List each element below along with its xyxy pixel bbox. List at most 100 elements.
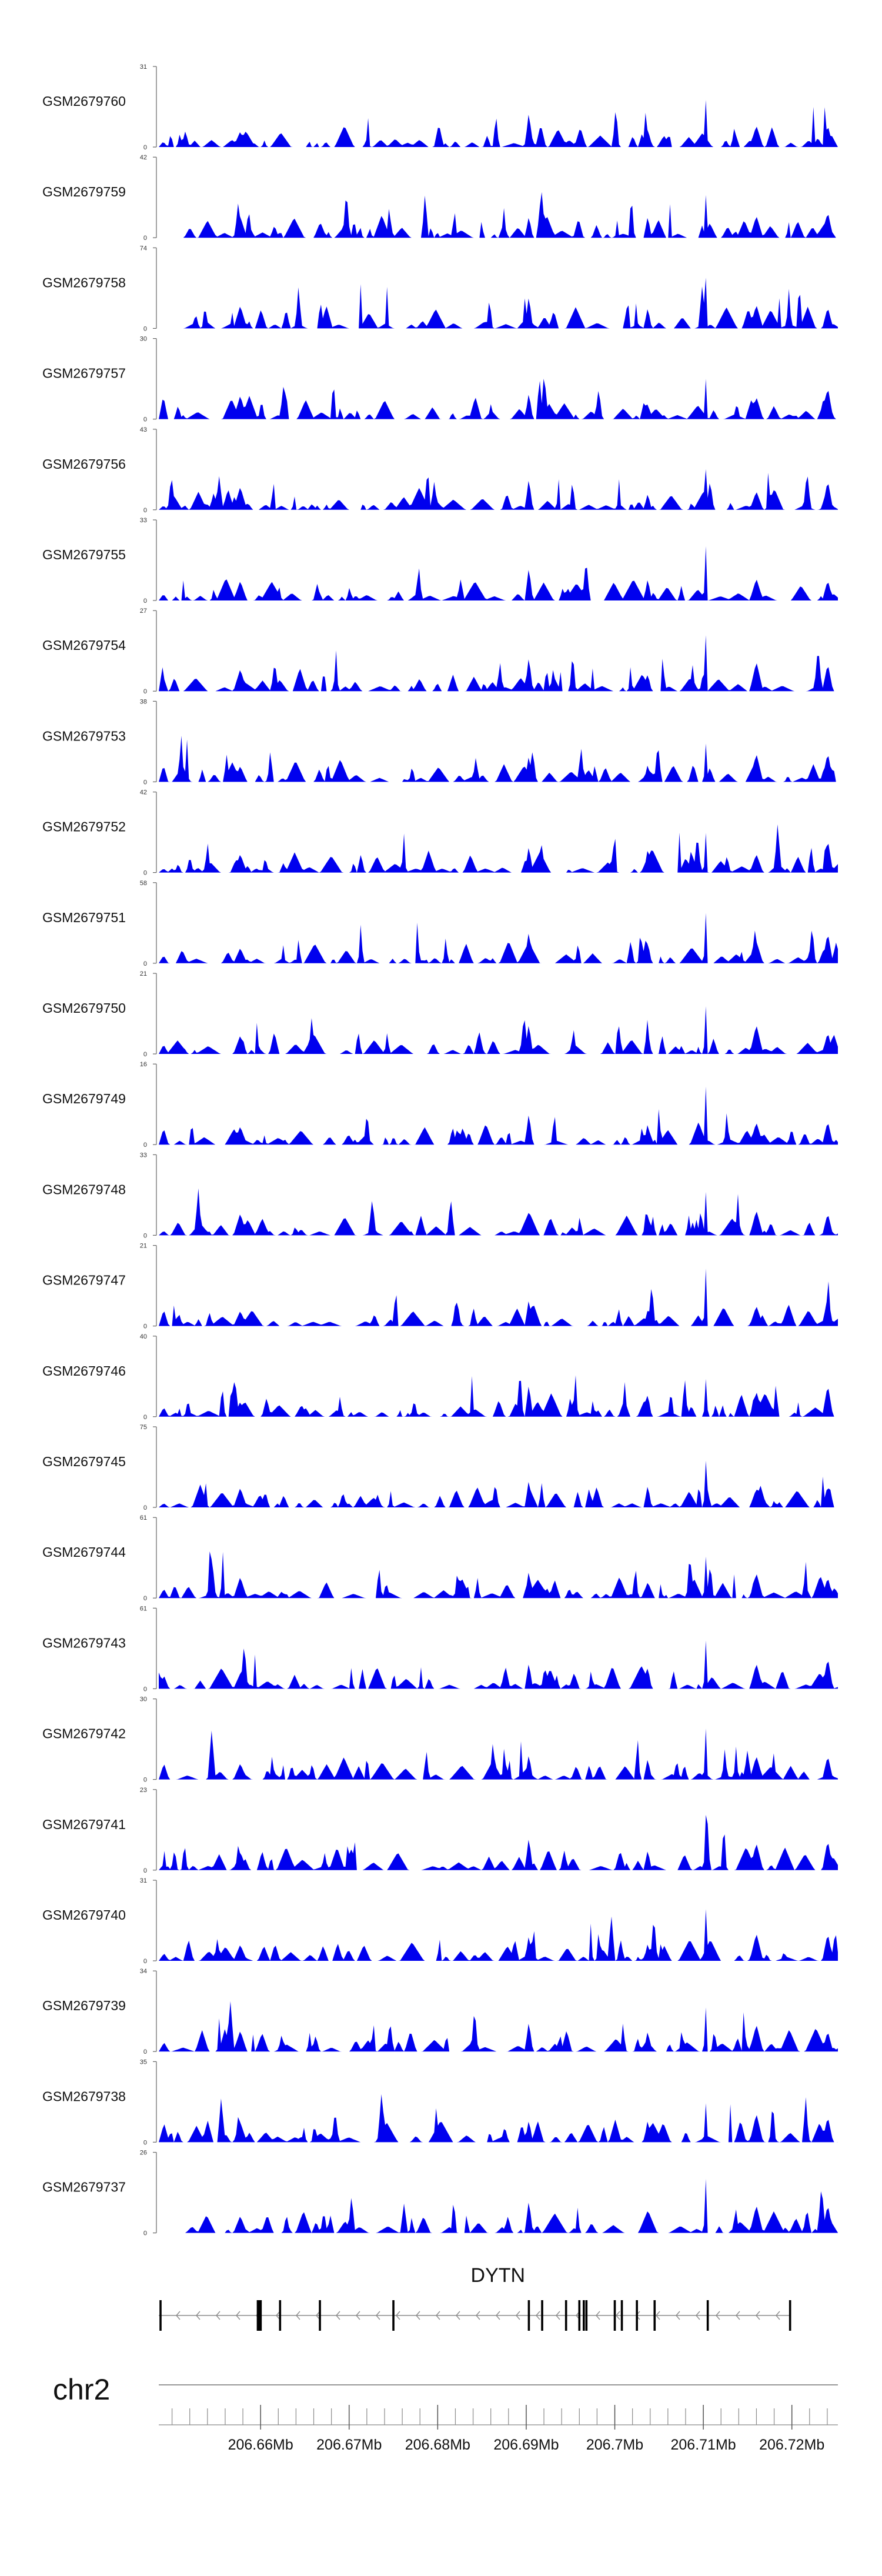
track-GSM2679750: GSM2679750 21 0 — [42, 970, 838, 1058]
strand-arrow — [416, 2311, 420, 2320]
coverage-area — [159, 1551, 838, 1599]
coverage-area — [159, 824, 838, 873]
track-ymin-label: 0 — [143, 1323, 147, 1330]
strand-arrow — [316, 2311, 320, 2320]
track-ymax-label: 33 — [140, 517, 147, 524]
track-ymin-label: 0 — [143, 235, 147, 242]
coverage-area — [159, 192, 838, 238]
track-ymax-label: 31 — [140, 1877, 147, 1884]
exon — [706, 2300, 709, 2331]
strand-arrow — [716, 2311, 720, 2320]
strand-arrow — [296, 2311, 300, 2320]
strand-arrow — [616, 2311, 620, 2320]
track-ymin-label: 0 — [143, 1232, 147, 1239]
track-label: GSM2679756 — [42, 456, 126, 472]
strand-arrow — [376, 2311, 380, 2320]
coverage-area — [159, 1729, 838, 1780]
strand-arrow — [216, 2311, 220, 2320]
position-label: 206.69Mb — [493, 2437, 559, 2453]
track-GSM2679760: GSM2679760 31 0 — [42, 64, 838, 151]
track-label: GSM2679757 — [42, 366, 126, 381]
track-ymax-label: 35 — [140, 2058, 147, 2066]
genome-axis-track: chr2 206.66Mb 206.67Mb 206.68Mb 206.69Mb 206… — [53, 2373, 838, 2453]
exon — [392, 2300, 395, 2331]
track-ymin-label: 0 — [143, 1867, 147, 1874]
track-ymax-label: 21 — [140, 1243, 147, 1250]
track-label: GSM2679758 — [42, 275, 126, 290]
exon — [279, 2300, 282, 2331]
position-label: 206.72Mb — [759, 2437, 824, 2453]
track-label: GSM2679752 — [42, 819, 126, 835]
exon — [541, 2300, 543, 2331]
exon — [159, 2300, 162, 2331]
track-ymax-label: 61 — [140, 1605, 147, 1612]
coverage-area — [159, 1006, 838, 1054]
track-label: GSM2679743 — [42, 1635, 126, 1650]
track-ymin-label: 0 — [143, 779, 147, 786]
track-GSM2679757: GSM2679757 30 0 — [42, 336, 838, 423]
position-label: 206.71Mb — [671, 2437, 736, 2453]
track-ymax-label: 16 — [140, 1061, 147, 1068]
track-label: GSM2679747 — [42, 1273, 126, 1288]
coverage-area — [159, 100, 838, 147]
strand-arrow — [456, 2311, 460, 2320]
exon — [564, 2300, 567, 2331]
strand-arrow — [756, 2311, 760, 2320]
track-ymin-label: 0 — [143, 688, 147, 695]
track-label: GSM2679741 — [42, 1817, 126, 1832]
coverage-area — [159, 379, 838, 419]
strand-arrow — [496, 2311, 500, 2320]
track-label: GSM2679744 — [42, 1544, 126, 1560]
track-label: GSM2679760 — [42, 94, 126, 109]
track-ymax-label: 26 — [140, 2150, 147, 2157]
track-ymax-label: 30 — [140, 1696, 147, 1703]
strand-arrow — [176, 2311, 181, 2320]
track-GSM2679740: GSM2679740 31 0 — [42, 1877, 838, 1965]
track-ymin-label: 0 — [143, 325, 147, 332]
track-ymin-label: 0 — [143, 598, 147, 605]
exon — [620, 2300, 623, 2331]
track-ymin-label: 0 — [143, 960, 147, 967]
track-ymin-label: 0 — [143, 2230, 147, 2237]
track-label: GSM2679742 — [42, 1726, 126, 1741]
track-ymin-label: 0 — [143, 2048, 147, 2056]
strand-arrow — [736, 2311, 740, 2320]
track-GSM2679749: GSM2679749 16 0 — [42, 1061, 838, 1149]
position-label: 206.68Mb — [405, 2437, 470, 2453]
track-ymax-label: 42 — [140, 154, 147, 161]
track-GSM2679739: GSM2679739 34 0 — [42, 1968, 838, 2056]
strand-arrow — [476, 2311, 480, 2320]
exon — [653, 2300, 656, 2331]
track-GSM2679745: GSM2679745 75 0 — [42, 1424, 838, 1511]
strand-arrow — [436, 2311, 440, 2320]
coverage-area — [159, 1460, 838, 1507]
strand-arrow — [276, 2311, 280, 2320]
track-GSM2679758: GSM2679758 74 0 — [42, 245, 838, 332]
track-GSM2679754: GSM2679754 27 0 — [42, 608, 838, 695]
strand-arrow — [516, 2311, 520, 2320]
coverage-area — [159, 1188, 838, 1236]
track-ymax-label: 30 — [140, 336, 147, 343]
data-tracks: GSM2679760310GSM2679759420GSM2679758740G… — [42, 64, 838, 2237]
track-ymax-label: 43 — [140, 426, 147, 433]
track-GSM2679748: GSM2679748 33 0 — [42, 1152, 838, 1239]
track-ymin-label: 0 — [143, 1051, 147, 1058]
track-GSM2679746: GSM2679746 40 0 — [42, 1333, 838, 1421]
track-label: GSM2679737 — [42, 2180, 126, 2195]
chromosome-label: chr2 — [53, 2373, 110, 2406]
track-ymax-label: 58 — [140, 880, 147, 887]
track-ymax-label: 38 — [140, 698, 147, 705]
track-GSM2679751: GSM2679751 58 0 — [42, 880, 838, 967]
track-ymin-label: 0 — [143, 416, 147, 423]
track-label: GSM2679738 — [42, 2088, 126, 2104]
track-label: GSM2679759 — [42, 184, 126, 199]
exon — [259, 2300, 262, 2331]
track-ymax-label: 34 — [140, 1968, 147, 1975]
coverage-area — [159, 2094, 838, 2143]
track-label: GSM2679749 — [42, 1091, 126, 1106]
track-GSM2679744: GSM2679744 61 0 — [42, 1514, 838, 1602]
track-ymin-label: 0 — [143, 1958, 147, 1965]
track-GSM2679753: GSM2679753 38 0 — [42, 698, 838, 786]
track-ymin-label: 0 — [143, 1414, 147, 1421]
